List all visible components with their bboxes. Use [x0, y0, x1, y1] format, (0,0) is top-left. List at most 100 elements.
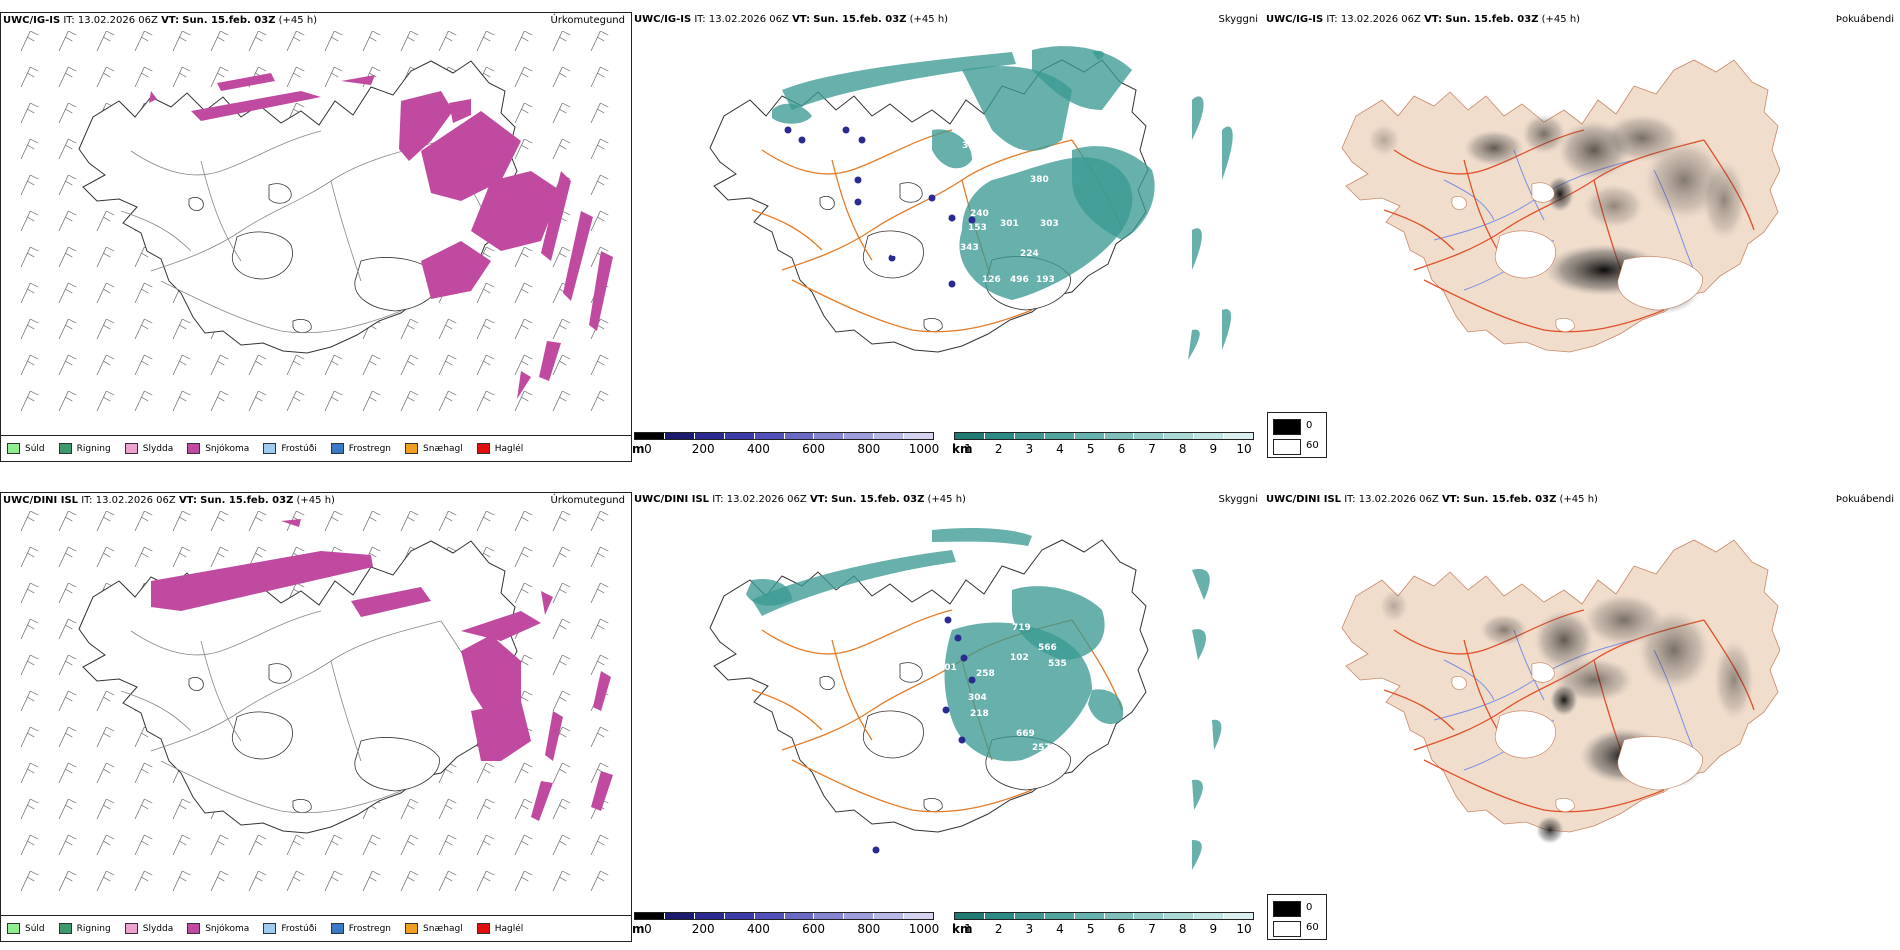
glacier-outline: [1617, 256, 1703, 311]
panel-title: UWC/IG-IS IT: 13.02.2026 06Z VT: Sun. 15…: [634, 14, 949, 25]
legend-swatch: [124, 923, 138, 934]
legend-label: Haglél: [494, 443, 524, 454]
legend-item: Frostúði: [263, 923, 317, 934]
colorbar-cell: [874, 433, 905, 439]
legend-label: Snjókoma: [205, 443, 250, 454]
road-line: [330, 660, 362, 762]
base-height-unit: m: [632, 442, 645, 456]
cloud-base-speck: [858, 136, 866, 144]
glacier-outline: [819, 676, 835, 690]
fog-indicator-map: [1341, 539, 1781, 844]
legend-swatch: [187, 923, 201, 934]
snow-area: [151, 551, 373, 611]
cloud-area: [1192, 629, 1206, 660]
variable-name: Úrkomutegund: [550, 15, 625, 26]
cloud-area: [752, 550, 956, 616]
cloud-base-speck: [854, 176, 862, 184]
legend-item: Snjókoma: [187, 923, 249, 934]
road-line: [751, 209, 823, 251]
legend-swatch: [7, 443, 20, 454]
cloud-height-label: 669: [1016, 729, 1035, 739]
road-line: [150, 140, 442, 272]
cloud-area: [1012, 586, 1105, 660]
cloud-base-speck: [784, 126, 792, 134]
variable-name: Skyggni: [1218, 494, 1258, 505]
fog-legend-swatch: [1273, 901, 1301, 917]
colorbar-cell: [1104, 913, 1135, 919]
colorbar-cell: [955, 913, 985, 919]
base-height-colorbar: [634, 912, 934, 920]
fog-area: [1638, 610, 1710, 690]
cloud-height-label: 240: [970, 209, 989, 219]
cloud-base-speck: [954, 634, 962, 642]
snow-area: [563, 211, 593, 301]
fog-legend-label: 0: [1306, 902, 1313, 913]
legend-label: Snæhagl: [423, 923, 463, 934]
cloud-base-speck: [872, 846, 880, 854]
colorbar-cell: [844, 433, 875, 439]
cloud-base-speck: [854, 198, 862, 206]
glacier-outline: [899, 662, 923, 683]
fog-legend-swatch: [1273, 419, 1301, 435]
glacier-outline: [1495, 230, 1556, 279]
cloud-height-tick: 7: [1148, 442, 1156, 456]
colorbar-cell: [955, 433, 985, 439]
glacier-outline: [1495, 710, 1556, 759]
fog-area: [1546, 176, 1574, 212]
snow-area: [471, 171, 561, 251]
snow-area: [541, 591, 553, 615]
snow-area: [461, 635, 521, 721]
road-line: [791, 279, 1033, 333]
legend-swatch: [330, 443, 344, 454]
colorbar-cell: [814, 433, 845, 439]
snow-area: [149, 91, 157, 103]
cloud-height-label: 168: [878, 249, 897, 259]
glacier-outline: [231, 231, 293, 280]
base-height-tick: 400: [746, 442, 770, 456]
legend-item: Frostregn: [330, 923, 391, 934]
glacier-outline: [1531, 662, 1555, 683]
legend-label: Snæhagl: [423, 443, 463, 454]
cloud-panel-2: UWC/DINI ISL IT: 13.02.2026 06Z VT: Sun.…: [632, 492, 1327, 942]
base-height-tick: 1000: [908, 922, 940, 936]
snow-area: [531, 781, 553, 821]
iceland-outline: [78, 540, 518, 834]
colorbar-cell: [784, 913, 815, 919]
precip-type-map: [20, 511, 613, 892]
legend-label: Slydda: [142, 923, 174, 934]
snow-area: [341, 75, 375, 85]
cloud-areas: [772, 46, 1233, 360]
colorbar-cell: [724, 913, 755, 919]
cloud-height-label: 252: [938, 195, 957, 205]
cloud-height-label: 193: [1036, 275, 1055, 285]
base-height-tick: 400: [746, 922, 770, 936]
variable-name: Skyggni: [1218, 14, 1258, 25]
legend-swatch: [187, 443, 201, 454]
road-line: [1383, 689, 1455, 731]
legend-label: Frostúði: [281, 443, 317, 454]
colorbar-cell: [664, 913, 695, 919]
cloud-area: [1192, 96, 1204, 140]
glacier-outline: [188, 197, 204, 211]
snow-area: [517, 371, 531, 399]
legend-swatch: [124, 443, 138, 454]
road-line: [120, 690, 192, 732]
cloud-area: [1188, 329, 1200, 360]
glacier-outline: [268, 663, 292, 684]
variable-name: Þokuábendi: [1835, 14, 1894, 25]
cloud-area: [1192, 228, 1202, 270]
snow-area: [461, 611, 541, 641]
colorbar-cell: [635, 433, 665, 439]
road-line: [160, 760, 402, 814]
cloud-height-label: 446: [1040, 151, 1059, 161]
legend-swatch: [58, 923, 72, 934]
cloud-base-speck: [928, 194, 936, 202]
fog-indicator-map: [1341, 59, 1781, 353]
cloud-height-label: 372: [962, 141, 981, 151]
glacier-outline: [268, 183, 292, 204]
snow-area: [399, 91, 453, 161]
road-line: [781, 139, 1073, 271]
glacier-outline: [292, 319, 312, 333]
legend-item: Snjókoma: [187, 443, 249, 454]
